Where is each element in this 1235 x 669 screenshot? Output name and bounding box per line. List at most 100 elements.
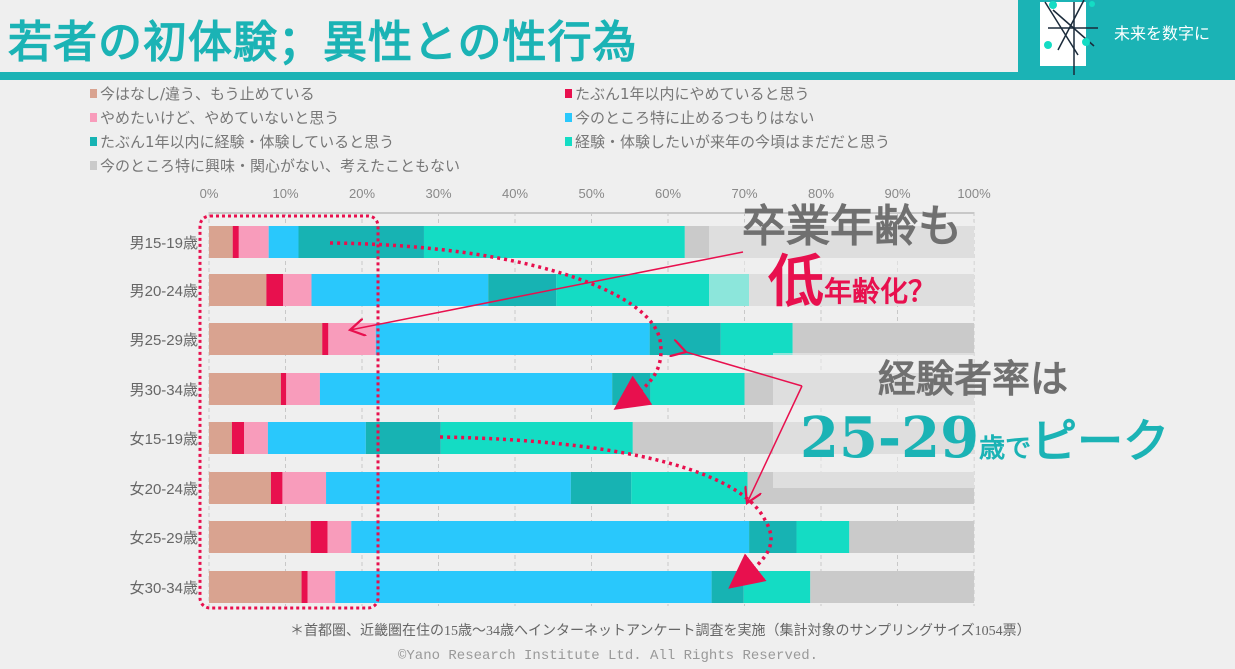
bar-segment: [375, 323, 650, 355]
bar-segment: [319, 373, 613, 405]
bar-segment: [209, 422, 232, 454]
bar-segment: [711, 571, 744, 603]
legend-item: たぶん1年以内に経験・体験していると思う: [90, 131, 394, 152]
bar-segment: [268, 226, 299, 258]
legend-item: 今のところ特に興味・関心がない、考えたこともない: [90, 155, 460, 176]
bar-segment: [283, 274, 312, 306]
annotation-experience-rate: 経験者率は: [878, 356, 1069, 401]
bar-segment: [792, 323, 974, 355]
title-underline: [0, 72, 1235, 80]
arrow: [747, 385, 803, 503]
bar-segment: [266, 274, 284, 306]
dotted-arrow: [439, 435, 773, 589]
legend-swatch: [565, 89, 572, 98]
page-title: 若者の初体験；異性との性行為: [8, 17, 638, 68]
legend-swatch: [90, 113, 97, 122]
bar-segment: [298, 226, 424, 258]
bar-segment: [286, 373, 320, 405]
annotation-peak: 25-29歳でピーク: [800, 410, 1169, 466]
legend-swatch: [90, 161, 97, 170]
bar-segment: [322, 323, 329, 355]
logo-burst-icon: [1044, 0, 1098, 75]
bar-segment: [749, 521, 797, 553]
legend-item: やめたいけど、やめていないと思う: [90, 107, 339, 128]
legend-item: 経験・体験したいが来年の今頃はまだだと思う: [565, 131, 890, 152]
bar-segment: [280, 373, 287, 405]
annotation-peak-age: 25-29: [800, 405, 980, 471]
x-tick-label: 20%: [348, 186, 376, 201]
bar-segment: [238, 226, 269, 258]
legend-label: たぶん1年以内にやめていると思う: [575, 85, 810, 103]
bar-segment: [328, 323, 376, 355]
bar-segment: [327, 521, 352, 553]
bar-segment: [570, 472, 632, 504]
survey-note: ＊首都圏、近畿圏在住の15歳～34歳へインターネットアンケート調査を実施（集計対…: [290, 624, 1031, 639]
bar-segment: [631, 472, 748, 504]
category-label: 男15-19歳: [129, 235, 198, 252]
annotation-younger: 低年齢化？: [768, 254, 936, 310]
x-tick-label: 40%: [501, 186, 529, 201]
x-tick-label: 100%: [957, 186, 991, 201]
bar-segment: [796, 521, 850, 553]
bar-segment: [282, 472, 327, 504]
logo-text: 未来を数字に: [1114, 24, 1211, 43]
legend-item: 今はなし/違う、もう止めている: [90, 83, 315, 104]
bar-segment: [209, 373, 281, 405]
legend-label: やめたいけど、やめていないと思う: [100, 109, 340, 127]
bar-segment: [335, 571, 712, 603]
copyright: ©Yano Research Institute Ltd. All Rights…: [398, 648, 819, 664]
bar-segment: [244, 422, 268, 454]
arrow: [350, 251, 744, 330]
legend-label: たぶん1年以内に経験・体験していると思う: [100, 133, 395, 151]
legend-swatch: [90, 137, 97, 146]
bar-segment: [232, 226, 239, 258]
dotted-arrow: [329, 241, 663, 410]
legend-item: 今のところ特に止めるつもりはない: [565, 107, 814, 128]
logo: 未来を数字に: [1018, 0, 1235, 80]
legend-label: 経験・体験したいが来年の今頃はまだだと思う: [575, 133, 891, 151]
bar-segment: [209, 274, 267, 306]
x-tick-label: 50%: [578, 186, 605, 201]
bar-segment: [326, 472, 571, 504]
x-tick-label: 10%: [272, 186, 299, 201]
legend-item: たぶん1年以内にやめていると思う: [565, 83, 810, 104]
bar-segment: [270, 472, 283, 504]
highlight-box: [198, 214, 380, 610]
annotation-younger-rest: 年齢化？: [824, 275, 937, 308]
category-label: 女25-29歳: [129, 530, 198, 547]
bar-segment: [720, 323, 793, 355]
annotation-backdrop: [709, 222, 974, 306]
x-tick-label: 70%: [731, 186, 758, 201]
annotation-peak-mid: 歳で: [979, 434, 1032, 464]
x-tick-label: 90%: [884, 186, 911, 201]
bar-segment: [649, 323, 721, 355]
bar-segment: [650, 373, 745, 405]
bar-segment: [849, 521, 974, 553]
bar-segment: [209, 323, 323, 355]
legend-swatch: [565, 137, 572, 146]
category-label: 女20-24歳: [129, 481, 198, 498]
annotation-graduation-age: 卒業年齢も: [742, 201, 962, 252]
bar-segment: [351, 521, 750, 553]
bar-segment: [307, 571, 336, 603]
bar-segment: [810, 571, 974, 603]
bar-segment: [423, 226, 685, 258]
bar-segment: [301, 571, 308, 603]
x-tick-label: 30%: [425, 186, 452, 201]
logo-card: [1040, 2, 1086, 66]
legend-swatch: [90, 89, 97, 98]
legend-label: 今のところ特に興味・関心がない、考えたこともない: [100, 157, 461, 175]
legend-swatch: [565, 113, 572, 122]
category-label: 男25-29歳: [129, 332, 198, 349]
bar-segment: [209, 472, 271, 504]
bar-segment: [612, 373, 651, 405]
category-label: 女15-19歳: [129, 431, 198, 448]
x-tick-label: 60%: [654, 186, 682, 201]
annotation-backdrop: [773, 353, 974, 488]
x-tick-label: 80%: [807, 186, 835, 201]
bar-segment: [310, 521, 328, 553]
category-label: 女30-34歳: [129, 580, 198, 597]
bar-segment: [209, 571, 302, 603]
bar-segment: [743, 571, 811, 603]
